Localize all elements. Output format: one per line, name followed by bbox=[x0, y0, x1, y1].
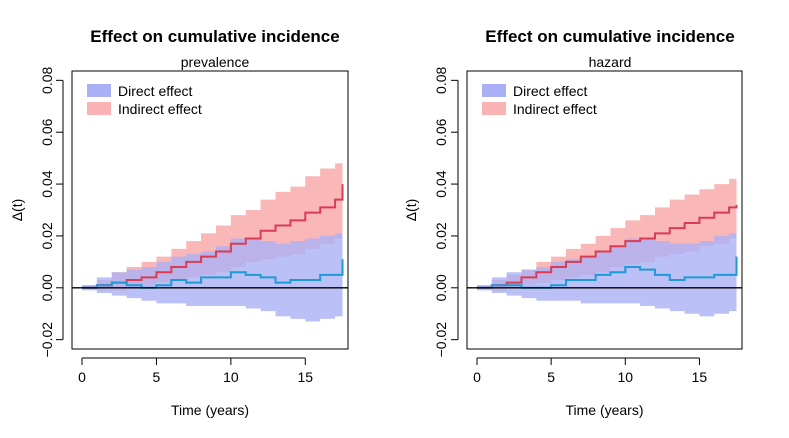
chart-title: Effect on cumulative incidence bbox=[90, 27, 339, 46]
y-tick-label: 0.02 bbox=[39, 222, 55, 249]
y-tick-label: −0.02 bbox=[433, 322, 449, 358]
chart-subtitle: prevalence bbox=[181, 54, 250, 70]
legend-label-direct-effect: Direct effect bbox=[513, 83, 588, 99]
y-tick-label: 0.00 bbox=[39, 274, 55, 301]
y-tick-label: 0.02 bbox=[433, 222, 449, 249]
x-axis-label: Time (years) bbox=[171, 402, 249, 418]
x-tick-label: 15 bbox=[692, 369, 708, 385]
indirect-effect-ci-band bbox=[477, 173, 737, 291]
chart-panel-1: Effect on cumulative incidence prevalence… bbox=[9, 27, 349, 418]
legend-swatch-direct-effect bbox=[482, 84, 506, 97]
y-tick-label: −0.02 bbox=[39, 322, 55, 358]
y-axis-label: Δ(t) bbox=[403, 199, 419, 222]
direct-effect-ci-band bbox=[477, 207, 737, 317]
x-tick-label: 5 bbox=[153, 369, 161, 385]
x-tick-label: 10 bbox=[223, 369, 239, 385]
x-tick-label: 0 bbox=[78, 369, 86, 385]
x-tick-label: 10 bbox=[618, 369, 634, 385]
indirect-effect-estimate-line bbox=[82, 184, 344, 289]
y-tick-label: 0.08 bbox=[39, 66, 55, 93]
x-tick-label: 5 bbox=[547, 369, 555, 385]
plot-frame bbox=[71, 70, 349, 350]
y-tick-label: 0.06 bbox=[39, 118, 55, 145]
legend-label-indirect-effect: Indirect effect bbox=[118, 101, 202, 117]
y-tick-label: 0.04 bbox=[39, 170, 55, 197]
plot-frame bbox=[466, 70, 743, 350]
legend: Direct effect Indirect effect bbox=[87, 83, 202, 117]
legend-swatch-indirect-effect bbox=[87, 102, 111, 115]
chart-title: Effect on cumulative incidence bbox=[485, 27, 734, 46]
chart-panel-2: Effect on cumulative incidence hazard 0 5 10… bbox=[403, 27, 743, 418]
x-axis-label: Time (years) bbox=[565, 402, 643, 418]
y-tick-label: 0.00 bbox=[433, 274, 449, 301]
y-tick-label: 0.08 bbox=[433, 66, 449, 93]
x-tick-label: 0 bbox=[473, 369, 481, 385]
x-axis: 0 5 10 15 bbox=[473, 357, 708, 385]
direct-effect-ci-band bbox=[82, 210, 343, 322]
legend: Direct effect Indirect effect bbox=[482, 83, 597, 117]
indirect-effect-estimate-line bbox=[477, 204, 738, 289]
legend-swatch-direct-effect bbox=[87, 84, 111, 97]
chart-subtitle: hazard bbox=[589, 54, 632, 70]
legend-swatch-indirect-effect bbox=[482, 102, 506, 115]
y-tick-label: 0.06 bbox=[433, 118, 449, 145]
y-axis: −0.02 0.00 0.02 0.04 0.06 0.08 bbox=[433, 66, 459, 358]
legend-label-direct-effect: Direct effect bbox=[118, 83, 193, 99]
legend-label-indirect-effect: Indirect effect bbox=[513, 101, 597, 117]
y-axis: −0.02 0.00 0.02 0.04 0.06 0.08 bbox=[39, 66, 64, 358]
y-tick-label: 0.04 bbox=[433, 170, 449, 197]
y-axis-label: Δ(t) bbox=[9, 199, 25, 222]
x-tick-label: 15 bbox=[298, 369, 314, 385]
direct-effect-estimate-line bbox=[82, 259, 344, 289]
x-axis: 0 5 10 15 bbox=[78, 357, 314, 385]
